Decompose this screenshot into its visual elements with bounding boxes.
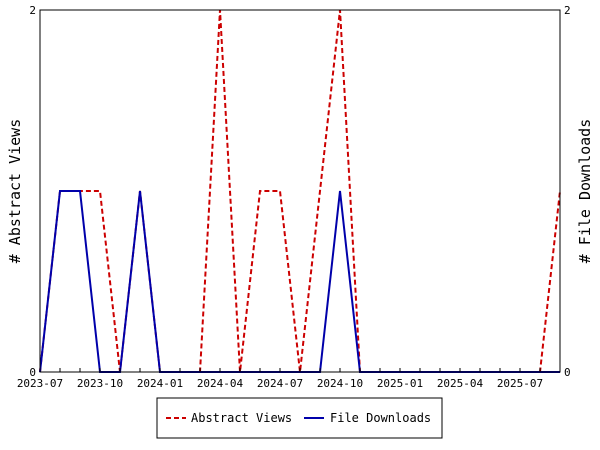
plot-frame [39, 9, 561, 373]
left-axis-title: # Abstract Views [6, 119, 24, 264]
right-y-tick-label: 0 [564, 366, 571, 379]
legend-abstract-views-label: Abstract Views [191, 411, 292, 425]
legend: Abstract Views File Downloads [156, 397, 443, 439]
right-y-tick-label: 2 [564, 4, 571, 17]
x-tick-label: 2023-10 [77, 377, 123, 390]
x-tick-label: 2025-07 [497, 377, 543, 390]
left-y-tick-label: 0 [29, 366, 36, 379]
legend-box [156, 397, 443, 439]
right-axis-title: # File Downloads [576, 119, 594, 264]
right-y-axis: 02 [556, 4, 571, 379]
x-tick-label: 2024-10 [317, 377, 363, 390]
x-tick-label: 2025-04 [437, 377, 484, 390]
x-tick-label: 2024-07 [257, 377, 303, 390]
series-line-0 [39, 9, 561, 373]
x-tick-label: 2024-01 [137, 377, 183, 390]
left-y-tick-label: 2 [29, 4, 36, 17]
series-layer [39, 9, 561, 373]
left-y-axis: 02 [29, 4, 44, 379]
x-tick-label: 2024-04 [197, 377, 244, 390]
x-tick-label: 2025-01 [377, 377, 423, 390]
legend-file-downloads-label: File Downloads [330, 411, 431, 425]
x-tick-label: 2023-07 [17, 377, 63, 390]
x-axis: 2023-07 2023-10 2024-01 2024-04 2024-07 2024-… [17, 368, 561, 390]
